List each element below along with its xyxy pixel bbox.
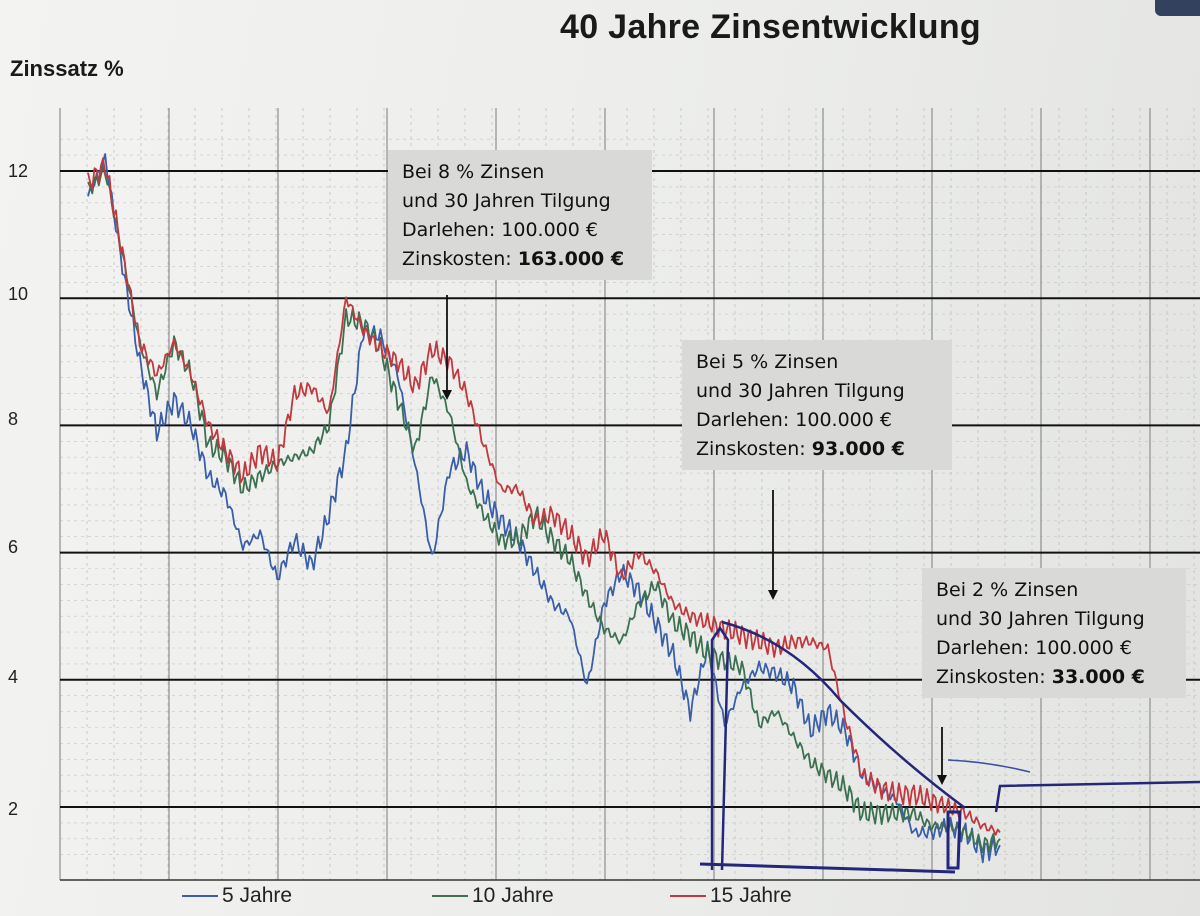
legend-item-10-jahre: 10 Jahre bbox=[432, 884, 554, 908]
y-tick-10: 10 bbox=[8, 284, 29, 304]
annotation-line: und 30 Jahren Tilgung bbox=[936, 608, 1145, 630]
chart-title: 40 Jahre Zinsentwicklung bbox=[560, 8, 981, 46]
y-tick-12: 12 bbox=[8, 161, 29, 181]
annotation-line: Darlehen: 100.000 € bbox=[696, 409, 892, 431]
legend-swatch bbox=[182, 895, 218, 897]
legend-item-5-jahre: 5 Jahre bbox=[182, 884, 292, 908]
legend-label: 15 Jahre bbox=[710, 884, 792, 907]
annotation-line: Bei 2 % Zinsen bbox=[936, 579, 1079, 601]
y-tick-2: 2 bbox=[8, 799, 19, 819]
series-layer bbox=[87, 153, 1001, 864]
pen-box-mark bbox=[946, 810, 962, 870]
annotation-line: und 30 Jahren Tilgung bbox=[402, 190, 611, 212]
annotation-box-2-percent: Bei 2 % Zinsen und 30 Jahren Tilgung Dar… bbox=[922, 568, 1186, 698]
annotation-cost-value: 163.000 € bbox=[517, 248, 625, 270]
y-tick-4: 4 bbox=[8, 667, 19, 687]
legend-label: 5 Jahre bbox=[222, 884, 293, 907]
annotation-line: Darlehen: 100.000 € bbox=[402, 219, 598, 241]
pen-extension-mark bbox=[994, 780, 1200, 813]
pen-slope-mark bbox=[721, 620, 966, 810]
pen-baseline-mark bbox=[699, 862, 956, 874]
annotation-cost: Zinskosten: 33.000 € bbox=[936, 663, 1172, 692]
pen-markings bbox=[699, 620, 1200, 874]
pen-thin-mark bbox=[947, 759, 1031, 773]
annotation-arrows bbox=[442, 295, 947, 785]
annotation-arrow-head bbox=[768, 590, 778, 600]
y-tick-6: 6 bbox=[8, 537, 19, 557]
pen-vertical-mark bbox=[710, 625, 730, 871]
annotation-cost: Zinskosten: 93.000 € bbox=[696, 435, 938, 464]
y-axis-label: Zinssatz % bbox=[10, 56, 124, 81]
annotation-cost-label: Zinskosten: bbox=[936, 666, 1046, 688]
annotation-cost-value: 33.000 € bbox=[1051, 666, 1145, 688]
series-line-5-jahre bbox=[87, 153, 1001, 864]
annotation-cost-label: Zinskosten: bbox=[402, 248, 512, 270]
annotation-cost: Zinskosten: 163.000 € bbox=[402, 245, 638, 274]
annotation-line: Darlehen: 100.000 € bbox=[936, 637, 1132, 659]
annotation-cost-value: 93.000 € bbox=[811, 438, 905, 460]
annotation-box-8-percent: Bei 8 % Zinsen und 30 Jahren Tilgung Dar… bbox=[388, 150, 652, 280]
legend-swatch bbox=[432, 895, 468, 897]
annotation-line: Bei 5 % Zinsen bbox=[696, 351, 839, 373]
legend-swatch bbox=[670, 895, 706, 897]
y-tick-8: 8 bbox=[8, 409, 19, 429]
annotation-cost-label: Zinskosten: bbox=[696, 438, 806, 460]
annotation-line: Bei 8 % Zinsen bbox=[402, 161, 545, 183]
annotation-arrow-head bbox=[937, 775, 947, 785]
series-line-15-jahre bbox=[87, 157, 1001, 836]
series-line-10-jahre bbox=[87, 166, 1001, 854]
annotation-line: und 30 Jahren Tilgung bbox=[696, 380, 905, 402]
legend-label: 10 Jahre bbox=[472, 884, 554, 907]
legend-item-15-jahre: 15 Jahre bbox=[670, 884, 792, 908]
annotation-box-5-percent: Bei 5 % Zinsen und 30 Jahren Tilgung Dar… bbox=[682, 340, 952, 470]
annotation-arrow-head bbox=[442, 390, 452, 400]
binder-clip-icon bbox=[1155, 0, 1200, 16]
